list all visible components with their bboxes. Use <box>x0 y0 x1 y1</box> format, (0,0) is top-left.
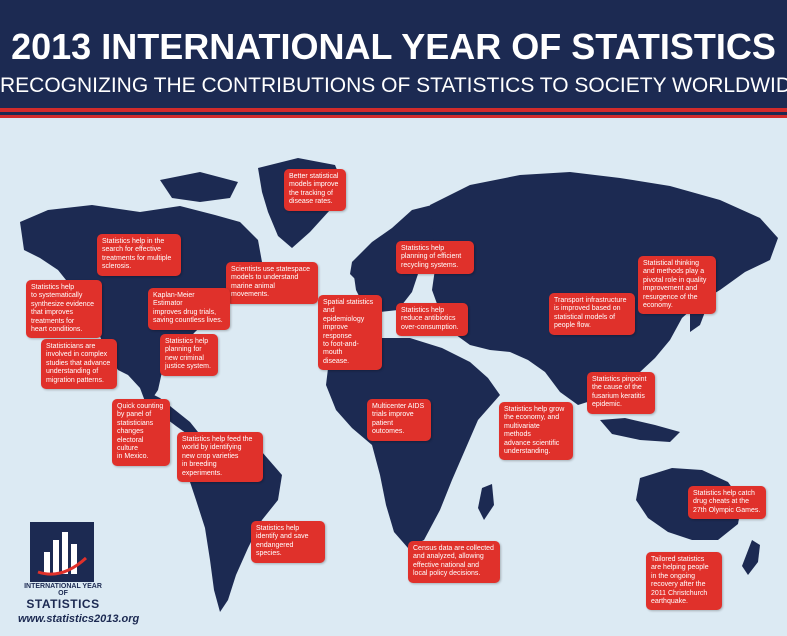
callout-marine-animals: Scientists use statespace models to under… <box>226 262 318 304</box>
callout-antibiotics: Statistics help reduce antibiotics over-co… <box>396 303 468 337</box>
logo-line-1: INTERNATIONAL YEAR OF <box>24 583 102 597</box>
asia-landmass <box>430 172 778 405</box>
world-map <box>20 158 778 612</box>
website-link[interactable]: www.statistics2013.org <box>18 613 140 625</box>
logo-line-2: STATISTICS <box>26 597 100 611</box>
callout-recycling: Statistics help planning of efficient recy… <box>396 241 474 275</box>
callout-mexico-elections: Quick counting by panel of statisticians ch… <box>112 399 170 466</box>
logo-caption: INTERNATIONAL YEAR OF STATISTICS <box>20 583 106 611</box>
uk-landmass <box>350 256 366 282</box>
header-stripe-red-lower <box>0 115 787 118</box>
header-banner: 2013 INTERNATIONAL YEAR OF STATISTICS RE… <box>0 0 787 113</box>
callout-india-economy: Statistics help grow the economy, and mult… <box>499 402 573 461</box>
callout-criminal-justice: Statistics help planning for new criminal j… <box>160 334 218 376</box>
callout-olympics: Statistics help catch drug cheats at the 2… <box>688 486 766 520</box>
arctic-islands-landmass <box>160 172 238 202</box>
north-america-landmass <box>20 205 262 402</box>
africa-landmass <box>326 338 500 548</box>
callout-foot-and-mouth: Spatial statistics and epidemiology improv… <box>318 295 382 371</box>
statistics-logo-icon <box>30 522 94 582</box>
southeast-asia-islands-landmass <box>600 418 680 442</box>
callout-aids-trials: Multicenter AIDS trials improve patient ou… <box>367 399 431 441</box>
madagascar-landmass <box>478 484 494 520</box>
header-stripe-red <box>0 108 787 112</box>
callout-heart-conditions: Statistics help to systematically synthesi… <box>26 280 102 339</box>
callout-transport: Transport infrastructure is improved base… <box>549 293 635 335</box>
bar-chart-icon <box>37 532 88 576</box>
callout-migration: Statisticians are involved in complex stud… <box>41 339 117 390</box>
page-subtitle: RECOGNIZING THE CONTRIBUTIONS OF STATIST… <box>0 74 787 97</box>
header-stripe-navy <box>0 112 787 115</box>
callout-endangered-species: Statistics help identify and save endanger… <box>251 521 325 563</box>
callout-crop-varieties: Statistics help feed the world by identif… <box>177 432 263 483</box>
callout-disease-tracking: Better statistical models improve the trac… <box>284 169 346 211</box>
callout-census: Census data are collected and analyzed, a… <box>408 541 500 583</box>
callout-kaplan-meier: Kaplan-Meier Estimator improves drug tria… <box>148 288 230 330</box>
new-zealand-landmass <box>742 540 760 575</box>
page-title: 2013 INTERNATIONAL YEAR OF STATISTICS <box>11 26 776 67</box>
callout-multiple-sclerosis: Statistics help in the search for effecti… <box>97 234 181 276</box>
callout-christchurch: Tailored statistics are helping people in … <box>646 552 722 611</box>
callout-quality-japan: Statistical thinking and methods play a pi… <box>638 256 716 315</box>
callout-fusarium: Statistics pinpoint the cause of the fusar… <box>587 372 655 414</box>
